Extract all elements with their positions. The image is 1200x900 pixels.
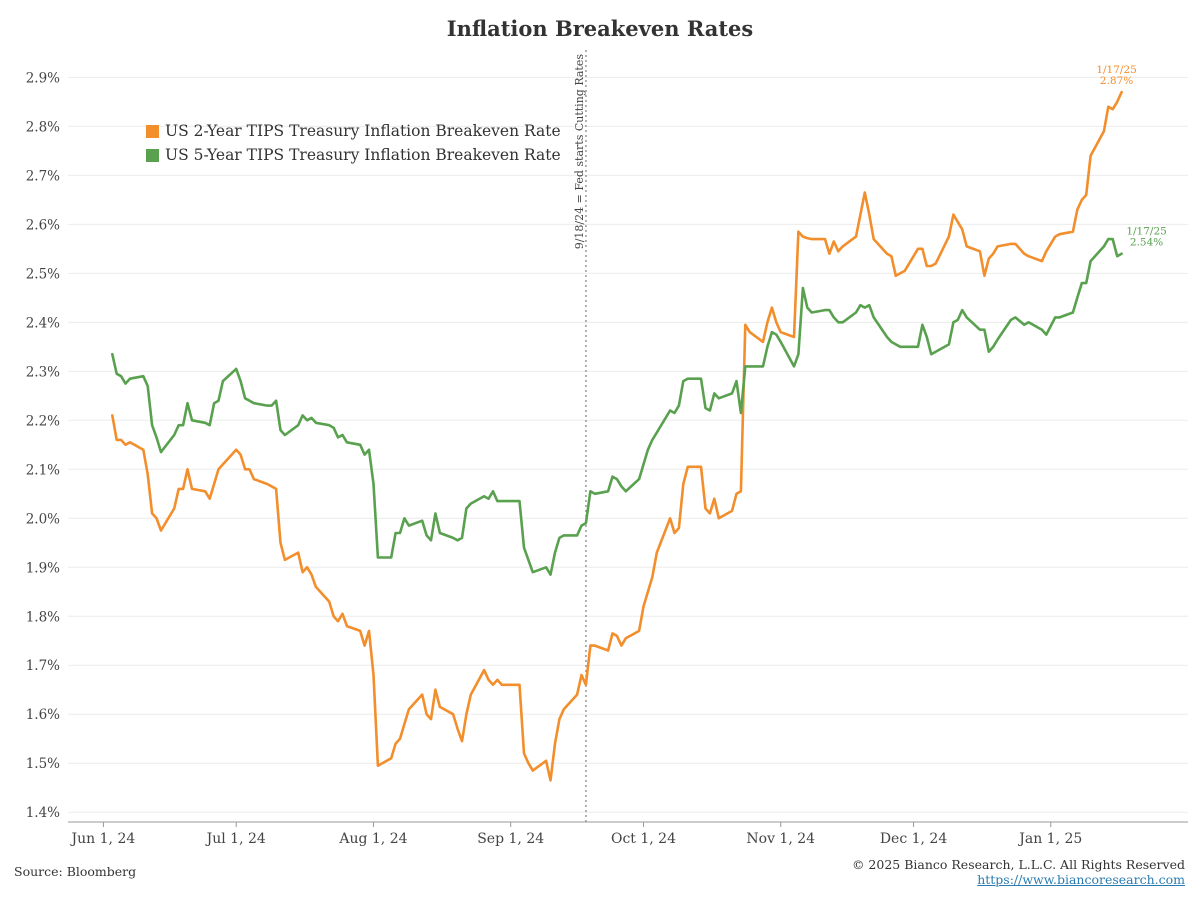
x-axis: Jun 1, 24 Jul 1, 24 Aug 1, 24 Sep 1, 24 Oct … bbox=[68, 821, 1188, 847]
gridlines bbox=[68, 76, 1188, 813]
end-label-date: 1/17/25 bbox=[1096, 64, 1136, 76]
series-lines bbox=[111, 90, 1123, 782]
y-tick-label: 2.1% bbox=[26, 462, 60, 478]
y-axis-labels: 1.4% 1.5% 1.6% 1.7% 1.8% 1.9% 2.0% 2.1% 2.2% 2.3%… bbox=[26, 70, 60, 821]
y-tick-label: 1.9% bbox=[26, 560, 60, 576]
x-tick-label: Nov 1, 24 bbox=[746, 831, 815, 847]
y-tick-label: 2.4% bbox=[26, 315, 60, 331]
x-tick-label: Aug 1, 24 bbox=[338, 831, 407, 847]
y-tick-label: 2.7% bbox=[26, 168, 60, 184]
x-tick-label: Jul 1, 24 bbox=[205, 831, 266, 847]
y-tick-label: 1.6% bbox=[26, 707, 60, 723]
x-tick-label: Jan 1, 25 bbox=[1017, 831, 1082, 847]
source-note: Source: Bloomberg bbox=[14, 864, 137, 879]
y-tick-label: 2.6% bbox=[26, 217, 60, 233]
y-tick-label: 2.2% bbox=[26, 413, 60, 429]
x-tick-label: Jun 1, 24 bbox=[70, 831, 136, 847]
y-tick-label: 1.8% bbox=[26, 609, 60, 625]
end-label-date: 1/17/25 bbox=[1126, 226, 1166, 238]
x-tick-label: Dec 1, 24 bbox=[880, 831, 948, 847]
y-tick-label: 1.4% bbox=[26, 805, 60, 821]
legend-item-5y[interactable]: US 5-Year TIPS Treasury Inflation Breake… bbox=[146, 143, 561, 167]
y-tick-label: 1.5% bbox=[26, 756, 60, 772]
website-link[interactable]: https://www.biancoresearch.com bbox=[977, 872, 1185, 887]
series-line-5y bbox=[111, 237, 1123, 576]
copyright-block: © 2025 Bianco Research, L.L.C. All Right… bbox=[852, 857, 1185, 887]
legend-swatch-5y bbox=[146, 148, 159, 162]
end-label-value: 2.54% bbox=[1130, 237, 1163, 249]
legend-label-2y: US 2-Year TIPS Treasury Inflation Breake… bbox=[165, 122, 561, 140]
y-tick-label: 2.9% bbox=[26, 70, 60, 86]
end-labels: 1/17/252.87%1/17/252.54% bbox=[1096, 64, 1166, 249]
copyright-text: © 2025 Bianco Research, L.L.C. All Right… bbox=[851, 857, 1185, 872]
legend-swatch-2y bbox=[146, 124, 159, 138]
y-tick-label: 1.7% bbox=[26, 658, 60, 674]
series-line-2y bbox=[111, 90, 1123, 782]
fed-cut-vline: 9/18/24 = Fed starts Cutting Rates bbox=[573, 50, 587, 822]
legend-item-2y[interactable]: US 2-Year TIPS Treasury Inflation Breake… bbox=[146, 119, 561, 143]
legend-label-5y: US 5-Year TIPS Treasury Inflation Breake… bbox=[165, 146, 561, 164]
x-tick-label: Sep 1, 24 bbox=[477, 831, 544, 847]
fed-cut-label: 9/18/24 = Fed starts Cutting Rates bbox=[573, 54, 586, 250]
legend: US 2-Year TIPS Treasury Inflation Breake… bbox=[146, 119, 561, 167]
y-tick-label: 2.8% bbox=[26, 119, 60, 135]
y-tick-label: 2.0% bbox=[26, 511, 60, 527]
end-label-value: 2.87% bbox=[1100, 75, 1133, 87]
x-tick-label: Oct 1, 24 bbox=[611, 831, 676, 847]
chart-title: Inflation Breakeven Rates bbox=[446, 16, 754, 41]
y-tick-label: 2.5% bbox=[26, 266, 60, 282]
y-tick-label: 2.3% bbox=[26, 364, 60, 380]
